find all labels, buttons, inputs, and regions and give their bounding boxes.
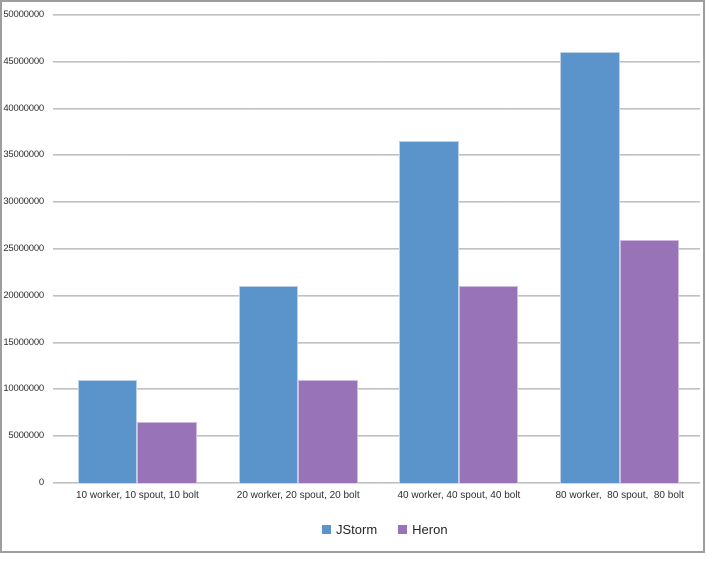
legend-item-heron: Heron [398, 522, 448, 537]
gridline-50000000 [53, 14, 700, 16]
plot-area [53, 14, 700, 484]
y-tick-label: 30000000 [3, 196, 44, 208]
y-tick-label: 25000000 [3, 243, 44, 254]
jstorm-series-swatch-icon [322, 525, 331, 534]
gridline-35000000 [53, 154, 700, 157]
gridline-40000000 [53, 107, 700, 110]
legend: JStorm Heron [322, 522, 448, 537]
y-tick-label: 40000000 [3, 102, 44, 114]
bar-heron-category-3 [458, 286, 519, 483]
x-axis-label-category-4: 80 worker, 80 spout, 80 bolt [555, 490, 684, 501]
bar-heron-category-1 [137, 422, 197, 483]
legend-item-jstorm: JStorm [322, 522, 377, 537]
bar-jstorm-category-4 [560, 52, 620, 483]
gridline-0 [53, 482, 700, 484]
gridline-15000000 [53, 341, 700, 344]
bar-heron-category-4 [619, 239, 680, 483]
jstorm-legend-label: JStorm [336, 522, 378, 537]
y-tick-label: 10000000 [3, 383, 44, 395]
gridline-5000000 [53, 435, 700, 438]
bar-jstorm-category-1 [77, 380, 138, 483]
bar-jstorm-category-3 [399, 141, 459, 483]
y-tick-label: 15000000 [3, 336, 44, 348]
y-tick-label: 0 [38, 477, 44, 488]
bar-jstorm-category-2 [238, 286, 299, 483]
bar-heron-category-2 [298, 380, 358, 483]
gridline-10000000 [53, 388, 700, 391]
y-tick-label: 50000000 [3, 9, 44, 20]
gridline-25000000 [53, 248, 700, 250]
y-tick-label: 5000000 [8, 430, 44, 442]
gridline-45000000 [53, 60, 700, 63]
y-tick-label: 35000000 [3, 149, 44, 161]
heron-series-swatch-icon [398, 525, 408, 534]
gridline-20000000 [53, 294, 700, 297]
y-axis: 0 5000000 10000000 15000000 20000000 25000000… [2, 2, 44, 551]
x-axis-label-category-3: 40 worker, 40 spout, 40 bolt [397, 490, 521, 501]
x-axis-label-category-2: 20 worker, 20 spout, 20 bolt [236, 490, 360, 501]
gridline-30000000 [53, 201, 700, 204]
heron-legend-label: Heron [412, 522, 448, 537]
y-tick-label: 20000000 [3, 289, 44, 301]
x-axis-label-category-1: 10 worker, 10 spout, 10 bolt [75, 490, 199, 501]
y-tick-label: 45000000 [3, 55, 44, 67]
